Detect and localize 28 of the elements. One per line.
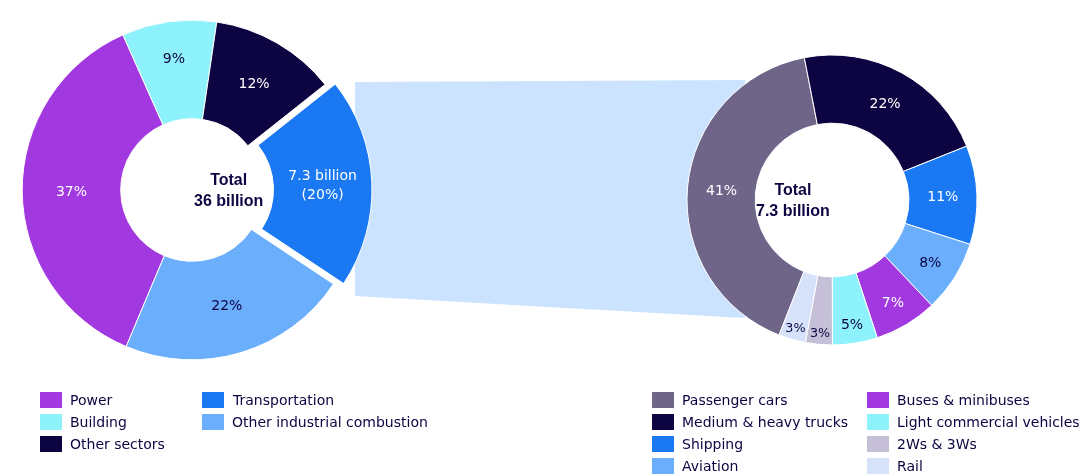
text: Total 36 billion (194, 171, 264, 209)
legend-label: Buses & minibuses (897, 392, 1030, 408)
data-label: 7% (881, 294, 905, 311)
data-label: 22% (211, 297, 243, 314)
data-label: 3% (785, 319, 806, 335)
text: Total 7.3 billion (756, 181, 830, 219)
legend-label: Other industrial combustion (232, 414, 428, 430)
data-label: 41% (705, 181, 738, 198)
legend-label: Other sectors (70, 436, 165, 452)
legend-label: Rail (897, 458, 923, 474)
legend-label: Transportation (232, 392, 335, 408)
data-label: 22% (869, 94, 901, 111)
legend-label: Power (70, 392, 113, 408)
legend-label: Medium & heavy trucks (682, 414, 849, 430)
data-label: 8% (919, 253, 942, 270)
legend-label: Building (70, 414, 127, 430)
legend-label: Passenger cars (682, 392, 788, 408)
data-label: 3% (809, 324, 831, 340)
legend-label: Light commercial vehicles (897, 414, 1080, 430)
data-label: 7.3 billion (20%) (288, 167, 357, 202)
data-label: 12% (238, 74, 270, 91)
data-label: 5% (840, 315, 864, 332)
data-label: 37% (55, 183, 87, 200)
legend-label: Aviation (682, 458, 739, 474)
data-label: 11% (927, 188, 959, 205)
legend-label: 2Ws & 3Ws (897, 436, 977, 452)
legend-label: Shipping (682, 436, 744, 452)
data-label: 9% (162, 50, 186, 67)
